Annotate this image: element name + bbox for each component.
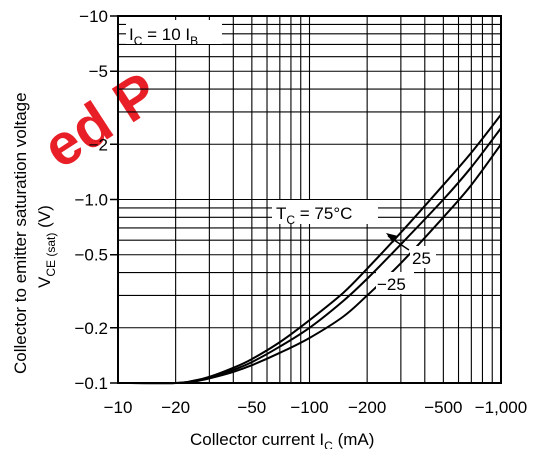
x-axis-label: Collector current IC (mA)	[190, 430, 374, 449]
series-label-75-sub: C	[286, 213, 295, 227]
curves	[117, 114, 502, 385]
series-label-25: 25	[412, 249, 431, 268]
x-axis-label-main: Collector current I	[190, 430, 324, 449]
x-tick-label: −200	[348, 398, 386, 417]
y-axis-label-main: V	[35, 276, 54, 288]
y-tick-label: −5	[89, 62, 108, 81]
x-tick-label: −1,000	[475, 398, 527, 417]
y-tick-label: −0.2	[74, 319, 108, 338]
series-label-25-bg	[410, 246, 436, 268]
y-axis-label-unit: (V)	[35, 205, 54, 232]
x-tick-label: −500	[424, 398, 462, 417]
series-label-m25-bg	[376, 272, 414, 294]
condition-label-i: I	[129, 25, 134, 44]
x-tick-label: −20	[161, 398, 190, 417]
condition-label-mid: = 10 I	[142, 25, 190, 44]
y-tick-label: −1.0	[74, 191, 108, 210]
condition-label-sub2: B	[190, 34, 198, 48]
y-axis-label-sub: CE (sat)	[44, 233, 58, 277]
y-axis-label-line2: VCE (sat) (V)	[35, 205, 58, 288]
ticks: −10 −20 −50 −100 −200 −500 −1,000 −10 −5 −2 −1.0 −0…	[74, 7, 527, 417]
y-tick-label: −2	[89, 135, 108, 154]
y-tick-label: −0.1	[74, 374, 108, 393]
series-line-2	[117, 143, 502, 385]
condition-label-bg	[126, 20, 222, 44]
condition-label-sub1: C	[134, 34, 143, 48]
x-tick-label: −50	[237, 398, 266, 417]
series-label-m25: −25	[377, 275, 406, 294]
x-axis-label-sub: C	[324, 439, 333, 449]
series-label-25-arrowhead	[386, 233, 398, 243]
y-axis-label-line1: Collector to emitter saturation voltage	[11, 92, 30, 374]
series-label-75-t: T	[276, 204, 286, 223]
grid	[118, 16, 501, 383]
x-tick-label: −100	[290, 398, 328, 417]
x-tick-label: −10	[104, 398, 133, 417]
x-axis-label-unit: (mA)	[333, 430, 375, 449]
series-label-75-bg	[272, 200, 378, 224]
series-label-75-rest: = 75°C	[295, 204, 352, 223]
y-tick-label: −0.5	[74, 246, 108, 265]
condition-label: IC = 10 IB	[129, 25, 198, 48]
series-label-75: TC = 75°C	[276, 204, 352, 227]
y-tick-label: −10	[79, 7, 108, 26]
